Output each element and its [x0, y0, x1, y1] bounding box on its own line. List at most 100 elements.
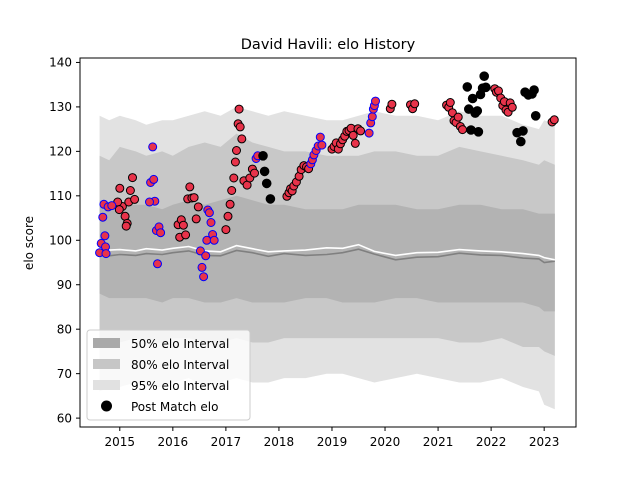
elo-point	[225, 199, 235, 209]
elo-point	[100, 231, 110, 241]
y-tick-label: 70	[57, 367, 72, 381]
elo-point	[107, 201, 117, 211]
elo-point	[364, 128, 374, 138]
elo-point	[149, 174, 159, 184]
y-tick-label: 80	[57, 322, 72, 336]
elo-point	[237, 134, 247, 144]
plot-frame	[79, 57, 577, 428]
elo-point	[235, 122, 245, 132]
elo-point	[479, 71, 490, 81]
elo-point	[507, 102, 517, 112]
elo-point	[209, 235, 219, 245]
elo-point	[258, 151, 268, 161]
legend-label-50: 50% elo Interval	[131, 337, 229, 351]
elo-point	[199, 272, 209, 282]
elo-point	[516, 136, 526, 147]
elo-point	[387, 99, 397, 109]
elo-point	[462, 82, 473, 92]
x-tick-label: 2023	[529, 435, 560, 449]
elo-point	[472, 106, 483, 116]
elo-point	[223, 211, 233, 221]
elo-point	[348, 130, 358, 140]
y-tick-label: 100	[49, 234, 72, 248]
elo-point	[317, 140, 327, 150]
elo-point	[125, 186, 135, 195]
y-tick-label: 110	[49, 189, 72, 203]
elo-point	[315, 132, 325, 142]
elo-point	[367, 112, 377, 122]
y-tick-label: 140	[49, 56, 72, 70]
legend-label-post-match: Post Match elo	[131, 400, 218, 414]
elo-point	[250, 168, 259, 178]
x-tick-label: 2016	[158, 435, 189, 449]
elo-point	[229, 173, 239, 183]
elo-lines	[99, 243, 555, 264]
elo-point	[206, 218, 216, 227]
legend-marker-post-match	[101, 400, 112, 412]
y-tick-label: 120	[49, 145, 72, 159]
elo-point	[259, 166, 270, 177]
elo-point	[98, 212, 108, 222]
elo-point	[191, 214, 201, 224]
elo-point	[148, 142, 158, 152]
elo-point	[227, 186, 237, 195]
elo-point	[115, 183, 125, 193]
elo-point	[445, 98, 455, 107]
chart-title: David Havili: elo History	[241, 37, 416, 53]
y-axis-ticks: 60 70 80 90 100 110 120 130 140	[49, 56, 80, 425]
legend-label-80: 80% elo Interval	[131, 358, 229, 372]
elo-point	[181, 230, 191, 240]
elo-point	[230, 157, 240, 167]
legend-label-95: 95% elo Interval	[131, 379, 229, 393]
elo-point	[356, 126, 366, 136]
x-tick-label: 2019	[317, 435, 348, 449]
legend-swatch-50	[93, 338, 120, 348]
x-tick-label: 2020	[370, 435, 401, 449]
elo-point	[549, 115, 559, 125]
legend-swatch-95	[93, 380, 120, 390]
elo-point	[185, 182, 195, 192]
elo-point	[156, 228, 166, 238]
post-match-points	[95, 71, 559, 282]
elo-point	[128, 173, 137, 183]
elo-point	[153, 259, 162, 269]
elo-point	[458, 125, 467, 135]
legend: 50% elo Interval 80% elo Interval 95% el…	[86, 329, 251, 421]
y-tick-label: 130	[49, 100, 72, 114]
elo-point	[121, 221, 131, 231]
elo-point	[221, 225, 231, 235]
elo-point	[410, 99, 420, 109]
x-tick-label: 2015	[105, 435, 136, 449]
elo-point	[518, 126, 528, 136]
elo-point	[261, 178, 272, 189]
legend-box	[86, 329, 251, 421]
elo-point	[145, 197, 154, 207]
median-elo-line	[99, 248, 555, 264]
elo-point	[529, 85, 539, 95]
y-axis-label: elo score	[22, 216, 36, 270]
y-tick-label: 60	[57, 411, 72, 425]
y-tick-label: 90	[57, 278, 72, 292]
elo-point	[232, 146, 241, 155]
elo-point	[189, 193, 199, 203]
elo-point	[481, 82, 491, 93]
elo-point	[530, 111, 541, 121]
elo-point	[130, 194, 140, 204]
elo-point	[350, 138, 360, 148]
elo-point	[114, 205, 124, 215]
legend-swatch-80	[93, 359, 120, 369]
elo-point	[265, 194, 276, 204]
elo-point	[197, 262, 207, 272]
elo-point	[453, 112, 463, 122]
elo-point	[473, 127, 484, 137]
x-axis-ticks: 2015 2016 2017 2018 2019 2020 2021 2022 2023	[105, 427, 560, 449]
elo-point	[178, 220, 188, 230]
x-tick-label: 2022	[476, 435, 507, 449]
elo-point	[371, 96, 380, 106]
elo-point	[467, 93, 478, 104]
elo-point	[193, 202, 203, 212]
mean-elo-line	[99, 243, 555, 261]
elo-point	[101, 249, 111, 259]
